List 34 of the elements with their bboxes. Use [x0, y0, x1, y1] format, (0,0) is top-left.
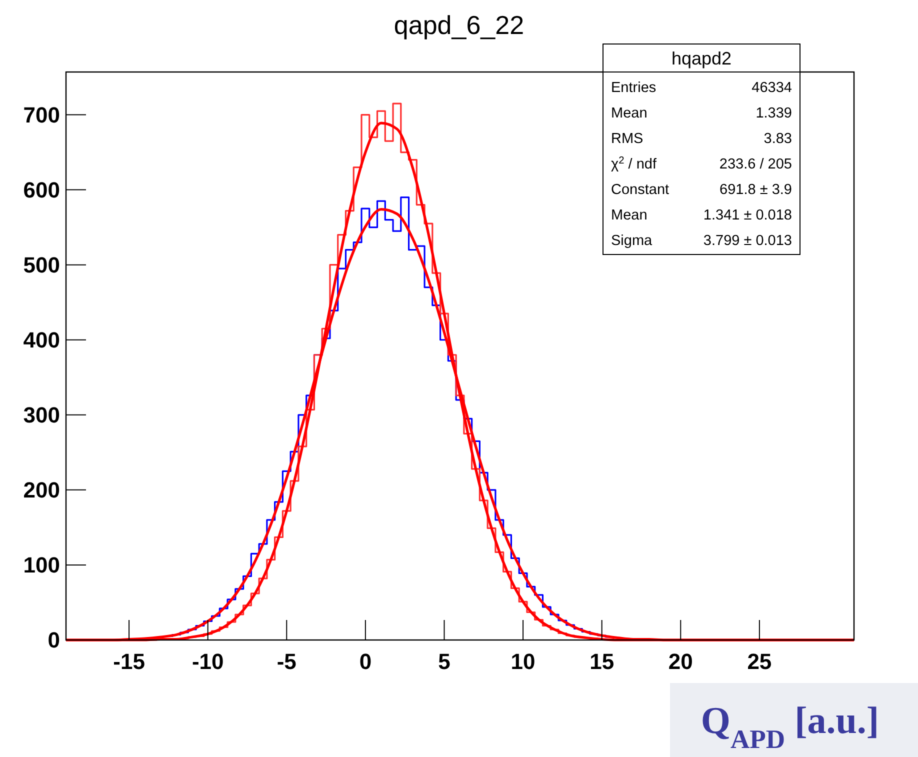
x-tick-label: 15 — [590, 649, 614, 674]
annotation: Mean — [611, 105, 648, 122]
x-tick-label: -10 — [192, 649, 224, 674]
y-tick-label: 100 — [23, 552, 60, 578]
y-tick-label: 700 — [23, 102, 60, 128]
annotation: Constant — [611, 182, 670, 198]
y-tick-label: 600 — [23, 178, 60, 202]
x-tick-label: 10 — [510, 649, 536, 674]
y-tick-label: 0 — [48, 628, 60, 653]
annotation: 691.8 ± 3.9 — [720, 182, 792, 198]
x-tick-label: 25 — [747, 649, 772, 674]
x-tick-label: 5 — [438, 649, 450, 674]
x-tick-label: -15 — [113, 649, 145, 674]
annotation: χ$^{2}$ / ndf — [611, 154, 658, 172]
y-tick-label: 300 — [23, 402, 60, 428]
annotation: 1.341 ± 0.018 — [703, 207, 792, 224]
annotation: Entries — [611, 80, 656, 96]
annotation: RMS — [611, 130, 644, 147]
annotation: 1.339 — [756, 105, 792, 122]
chart-title: qapd_6_22 — [394, 10, 524, 40]
y-tick-label: 200 — [23, 478, 60, 503]
x-tick-label: -5 — [276, 649, 296, 674]
y-tick-label: 500 — [23, 252, 60, 278]
annotation: 3.83 — [764, 130, 792, 147]
annotation: 46334 — [752, 80, 792, 96]
x-axis-title: Q$_{APD}$ [a.u.] — [700, 700, 880, 754]
annotation: Mean — [611, 207, 648, 224]
annotation: 3.799 ± 0.013 — [703, 232, 792, 249]
annotation: Sigma — [611, 232, 654, 249]
x-tick-label: 20 — [668, 649, 693, 674]
text: hqapd2 — [671, 48, 732, 68]
y-tick-label: 400 — [23, 328, 60, 353]
x-tick-label: 0 — [359, 649, 372, 674]
annotation: 233.6 / 205 — [719, 156, 792, 172]
